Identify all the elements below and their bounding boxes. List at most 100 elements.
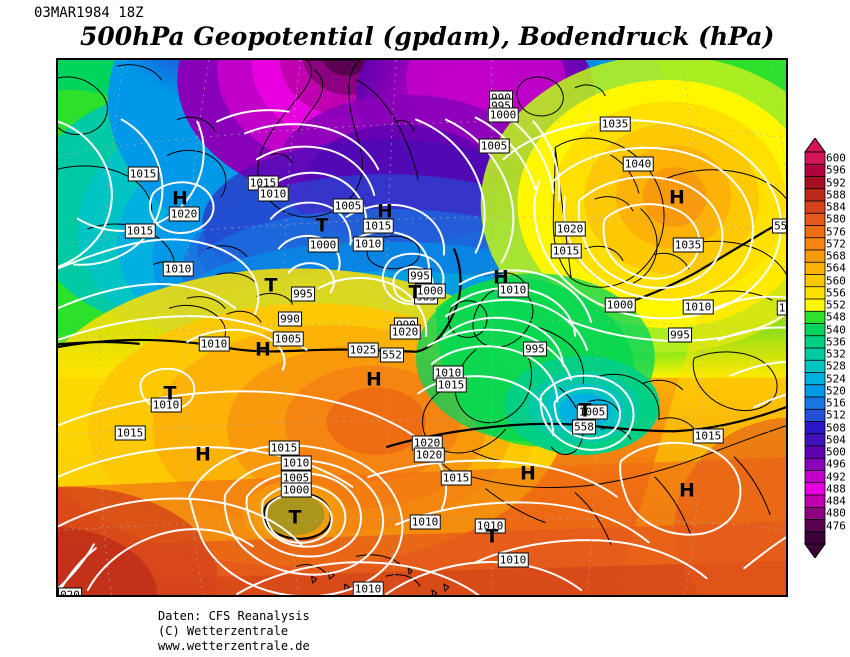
colorbar-tick-label: 592 xyxy=(826,176,846,190)
isobar-label: 1020 xyxy=(168,206,200,222)
high-pressure-marker: H xyxy=(366,368,382,391)
low-pressure-marker: T xyxy=(408,281,422,304)
isobar-label: 1005 xyxy=(332,198,364,214)
isobar-label: 1020 xyxy=(413,447,445,463)
isobar-label: 995 xyxy=(408,268,432,284)
colorbar-tick-label: 580 xyxy=(826,212,846,226)
isobar-label: 1040 xyxy=(622,156,654,172)
isobar-label: 1010 xyxy=(150,397,182,413)
isobar-label: 1005 xyxy=(272,331,304,347)
colorbar-tick-label: 600 xyxy=(826,151,846,165)
weather-map[interactable]: 1015 1020 1015 1010 1010 1005 1010 1015 020 1015 1… xyxy=(56,58,788,597)
colorbar-tick-label: 512 xyxy=(826,408,846,422)
colorbar-tick-label: 528 xyxy=(826,359,846,373)
colorbar-gradient xyxy=(804,138,826,558)
isobar-label: 1010 xyxy=(776,300,786,316)
credits-line-2: (C) Wetterzentrale xyxy=(158,624,289,638)
isobar-label: 1015 xyxy=(268,440,300,456)
isobar-label: 1010 xyxy=(280,455,312,471)
colorbar-tick-label: 496 xyxy=(826,457,846,471)
isobar-label: 990 xyxy=(278,311,302,327)
isobar-label: 020 xyxy=(58,587,82,595)
colorbar: 600 596 592 588 584 580 576 572 568 564 560 556 552 5… xyxy=(804,138,850,558)
isobar-label: 1005 xyxy=(478,138,510,154)
isobar-label: 1015 xyxy=(692,428,724,444)
isobar-label: 995 xyxy=(523,341,547,357)
high-pressure-marker: H xyxy=(195,443,211,466)
high-pressure-marker: H xyxy=(669,186,685,209)
colorbar-tick-label: 504 xyxy=(826,433,846,447)
credits: Daten: CFS Reanalysis (C) Wetterzentrale… xyxy=(158,609,310,654)
isobar-label: 552 xyxy=(380,347,404,363)
colorbar-tick-label: 484 xyxy=(826,494,846,508)
isobar-label: 1035 xyxy=(672,237,704,253)
isobar-label: 1000 xyxy=(487,107,519,123)
isobar-label: 552 xyxy=(772,218,786,234)
isobar-label: 1010 xyxy=(497,282,529,298)
isobar-label: 1015 xyxy=(362,218,394,234)
isobar-label: 1020 xyxy=(554,221,586,237)
colorbar-tick-label: 568 xyxy=(826,249,846,263)
isobar-label: 1025 xyxy=(347,342,379,358)
isobar-label: 1015 xyxy=(435,377,467,393)
low-pressure-marker: T xyxy=(288,506,302,529)
high-pressure-marker: H xyxy=(493,266,509,289)
credits-line-1: Daten: CFS Reanalysis xyxy=(158,609,310,623)
isobar-label: 1010 xyxy=(162,261,194,277)
low-pressure-marker: T xyxy=(578,399,592,422)
colorbar-tick-label: 520 xyxy=(826,384,846,398)
datestamp: 03MAR1984 18Z xyxy=(34,5,144,21)
isobar-label: 1020 xyxy=(389,324,421,340)
credits-line-3[interactable]: www.wetterzentrale.de xyxy=(158,639,310,653)
isobar-label: 1000 xyxy=(307,237,339,253)
colorbar-tick-label: 584 xyxy=(826,200,846,214)
isobar-label: 1010 xyxy=(474,518,506,534)
colorbar-tick-label: 556 xyxy=(826,286,846,300)
isobar-label: 1010 xyxy=(257,186,289,202)
colorbar-tick-label: 564 xyxy=(826,261,846,275)
colorbar-tick-label: 500 xyxy=(826,445,846,459)
isobar-label: 1015 xyxy=(114,425,146,441)
colorbar-tick-label: 572 xyxy=(826,237,846,251)
isobar-label: 1000 xyxy=(414,283,446,299)
colorbar-tick-label: 552 xyxy=(826,298,846,312)
isobar-label: 1015 xyxy=(124,223,156,239)
isobar-label: 1010 xyxy=(432,365,464,381)
colorbar-tick-label: 560 xyxy=(826,274,846,288)
page-title: 500hPa Geopotential (gpdam), Bodendruck … xyxy=(80,22,775,51)
high-pressure-marker: H xyxy=(255,338,271,361)
isobar-label: 1015 xyxy=(127,166,159,182)
colorbar-tick-label: 488 xyxy=(826,482,846,496)
low-pressure-marker: T xyxy=(485,525,499,548)
high-pressure-marker: H xyxy=(679,479,695,502)
colorbar-tick-label: 596 xyxy=(826,163,846,177)
isobar-label: 995 xyxy=(668,327,692,343)
isobar-label: 1010 xyxy=(409,514,441,530)
colorbar-tick-label: 548 xyxy=(826,310,846,324)
isobar-label: 1010 xyxy=(198,336,230,352)
isobar-label: 1035 xyxy=(599,116,631,132)
colorbar-tick-label: 536 xyxy=(826,335,846,349)
colorbar-tick-label: 476 xyxy=(826,519,846,533)
isobar-label: 1000 xyxy=(604,297,636,313)
colorbar-tick-label: 532 xyxy=(826,347,846,361)
isobar-label: 1015 xyxy=(440,470,472,486)
low-pressure-marker: T xyxy=(264,274,278,297)
colorbar-tick-label: 524 xyxy=(826,372,846,386)
colorbar-tick-label: 576 xyxy=(826,225,846,239)
colorbar-tick-label: 492 xyxy=(826,470,846,484)
colorbar-tick-label: 588 xyxy=(826,188,846,202)
isobar-label: 1010 xyxy=(497,552,529,568)
isobar-label: 1010 xyxy=(352,236,384,252)
low-pressure-marker: T xyxy=(163,382,177,405)
high-pressure-marker: H xyxy=(172,187,188,210)
colorbar-tick-label: 516 xyxy=(826,396,846,410)
isobar-label: 1005 xyxy=(576,404,608,420)
isobar-label: 1015 xyxy=(550,243,582,259)
colorbar-tick-label: 480 xyxy=(826,506,846,520)
high-pressure-marker: H xyxy=(377,200,393,223)
isobar-label: 1000 xyxy=(280,482,312,498)
isobar-label: 1010 xyxy=(352,581,384,596)
isobar-label: 1010 xyxy=(682,299,714,315)
colorbar-tick-label: 508 xyxy=(826,421,846,435)
